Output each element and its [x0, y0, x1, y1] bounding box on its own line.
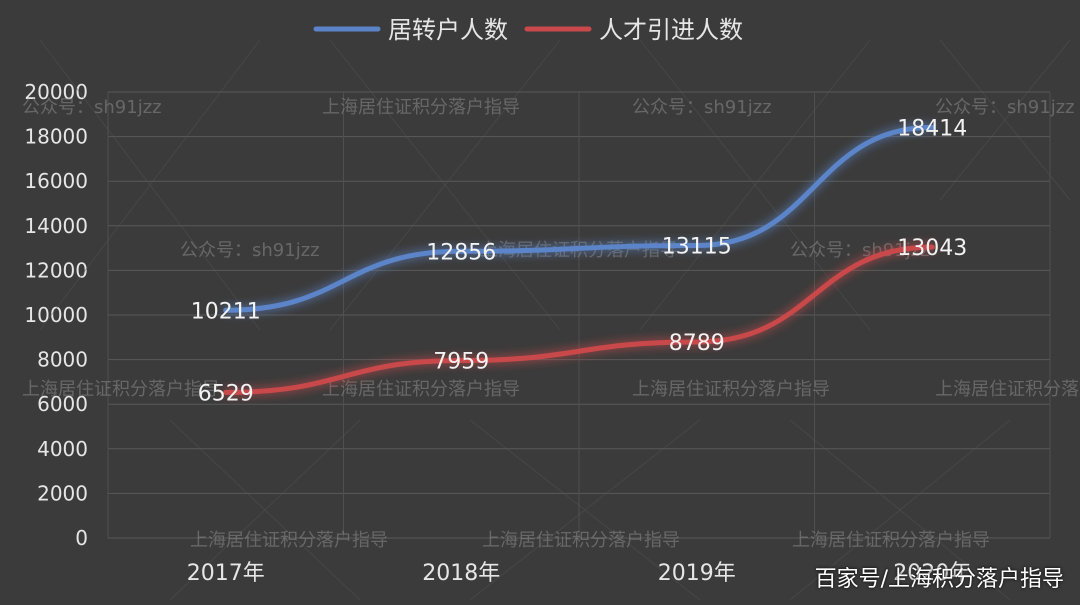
watermark-text: 公众号：sh91jzz [22, 97, 162, 118]
data-label: 13115 [662, 235, 732, 260]
watermark-text: 上海居住证积分落户指导 [322, 97, 520, 118]
watermark-text: 公众号：sh91jzz [180, 240, 320, 261]
data-label: 18414 [897, 116, 967, 141]
y-tick-label: 20000 [24, 80, 88, 104]
watermark-text: 上海居住证积分落户指导 [322, 379, 520, 400]
watermark-stroke [39, 39, 261, 331]
y-tick-label: 12000 [24, 258, 88, 282]
series-line-2 [223, 244, 935, 395]
watermark-stroke [469, 419, 701, 601]
x-tick-label: 2020年 [893, 561, 971, 586]
y-tick-label: 8000 [37, 348, 88, 372]
watermark-stroke [169, 419, 361, 601]
watermark-stroke [329, 39, 561, 331]
y-tick-label: 6000 [37, 392, 88, 416]
watermark-text: 上海居住证积分落户指导 [792, 530, 990, 551]
watermark-stroke [329, 39, 561, 331]
data-label: 8789 [669, 331, 725, 356]
watermark-text: 上海居住证积分落户指导 [632, 379, 830, 400]
data-label: 12856 [426, 240, 496, 265]
y-tick-label: 18000 [24, 125, 88, 149]
watermark-text: 公众号：sh91jzz [632, 97, 772, 118]
watermark-text: 公众号：sh91jzz [935, 97, 1075, 118]
data-label: 7959 [433, 350, 489, 375]
watermark-stroke [789, 419, 1011, 601]
legend-label: 人才引进人数 [599, 16, 743, 44]
watermark-text: 上海居住证积分落户指导 [482, 530, 680, 551]
series-line-1 [223, 124, 935, 313]
watermark-stroke [39, 39, 261, 331]
x-tick-label: 2019年 [658, 561, 736, 586]
watermark-stroke [939, 39, 1071, 201]
data-label: 10211 [191, 299, 261, 324]
data-label: 13043 [897, 236, 967, 261]
watermark-stroke [939, 39, 1071, 201]
y-tick-label: 10000 [24, 303, 88, 327]
y-tick-label: 0 [75, 526, 88, 550]
watermark-stroke [469, 419, 701, 601]
watermark-stroke [789, 419, 1011, 601]
watermark-text: 上海居住证积分落户指导 [22, 379, 220, 400]
legend-label: 居转户人数 [388, 16, 508, 44]
watermark-text: 上海居住证积分落户指导 [190, 530, 388, 551]
y-tick-label: 4000 [37, 437, 88, 461]
data-label: 6529 [198, 381, 254, 406]
y-tick-label: 16000 [24, 169, 88, 193]
x-tick-label: 2017年 [187, 561, 265, 586]
watermark-stroke [169, 419, 361, 601]
y-tick-label: 14000 [24, 214, 88, 238]
watermark-text: 公众号：sh91jzz [790, 240, 930, 261]
watermark-text: 上海居住证积分落户指导 [935, 379, 1080, 400]
watermark-stroke [639, 39, 871, 331]
y-tick-label: 2000 [37, 481, 88, 505]
x-tick-label: 2018年 [422, 561, 500, 586]
footer-watermark: 百家号/上海积分落户指导 [814, 567, 1064, 592]
